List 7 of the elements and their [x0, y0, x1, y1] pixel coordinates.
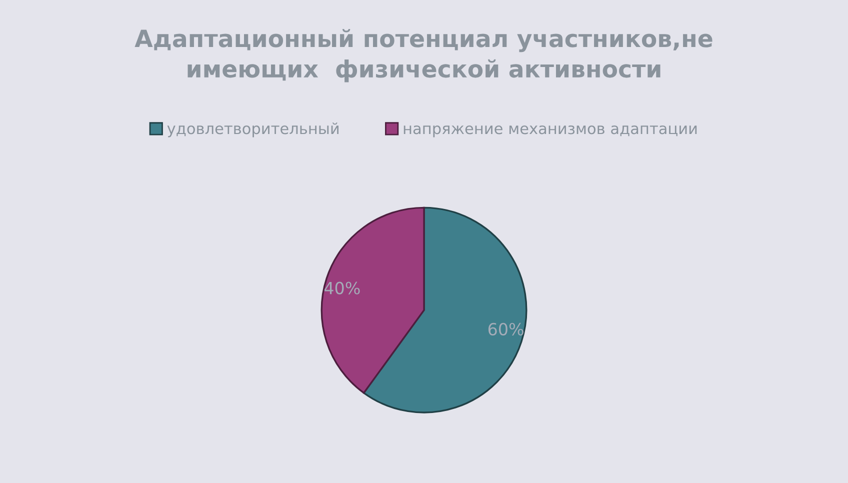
pie-slice [320, 206, 425, 394]
data-label: 40% [324, 282, 360, 294]
chart-title: Адаптационный потенциал участников,не имеющих физической активности [134, 28, 712, 82]
pie-slice [362, 206, 528, 414]
legend-label: удовлетворительный [167, 122, 338, 138]
legend-label: напряжение механизмов адаптации [404, 125, 697, 138]
data-label: 60% [488, 322, 524, 336]
